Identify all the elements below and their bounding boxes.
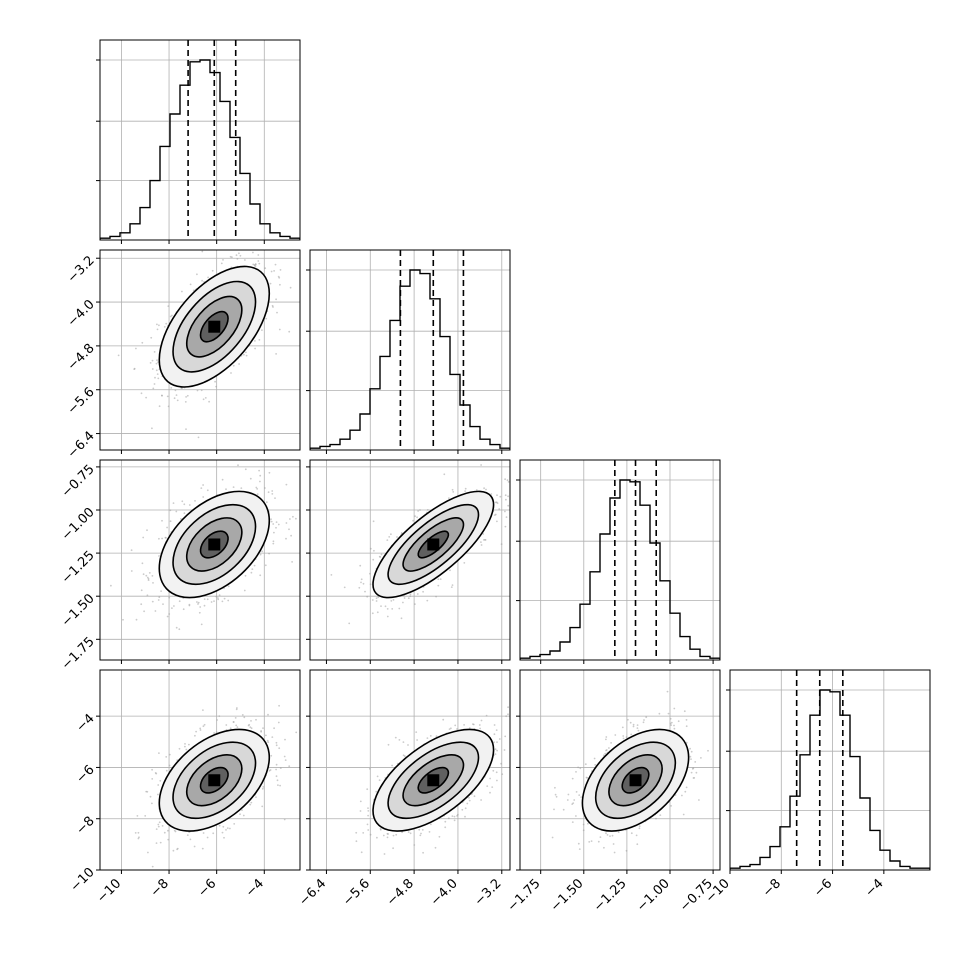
- contour-line: [199, 310, 229, 343]
- x-tick-label: −6: [811, 876, 835, 900]
- x-tick-label: −4: [863, 876, 887, 900]
- panel-3-1: −6.4 −5.6 −4.8 −4.0 −3.2: [296, 669, 511, 909]
- contour-line: [372, 728, 495, 832]
- panel-3-0: −10 −8 −6 −4 −10 −8 −6 −4: [68, 669, 301, 906]
- contour-line: [158, 490, 271, 599]
- panel-2-0: −1.75 −1.50 −1.25 −1.00 −0.75: [59, 459, 301, 673]
- density-peak: [208, 774, 221, 787]
- density-peak: [208, 538, 221, 551]
- histogram-step: [520, 479, 720, 660]
- y-tick-label: −8: [73, 814, 97, 838]
- x-tick-label: −6: [195, 876, 219, 900]
- contour-line: [185, 295, 243, 358]
- contour-line: [417, 530, 450, 559]
- panel-3-3: −10 −8 −6 −4: [703, 669, 931, 906]
- y-tick-label: −5.6: [65, 385, 98, 418]
- density-peak: [208, 320, 221, 333]
- contour-line: [172, 503, 257, 586]
- panel-frame: [99, 39, 301, 241]
- contour-line: [158, 728, 271, 832]
- contour-line: [581, 728, 690, 832]
- contour-line: [417, 766, 450, 794]
- x-tick-label: −1.75: [505, 876, 544, 915]
- x-tick-label: −1.50: [548, 876, 587, 915]
- contour-line: [402, 517, 465, 572]
- contour-line: [199, 766, 229, 794]
- density-peak: [629, 774, 642, 787]
- y-tick-label: −1.50: [59, 591, 98, 630]
- panel-frame: [519, 459, 721, 661]
- histogram-step: [100, 59, 300, 240]
- panel-frame: [309, 249, 511, 451]
- panel-1-0: −6.4 −5.6 −4.8 −4.0 −3.2: [65, 249, 301, 462]
- panel-2-1: [306, 459, 511, 664]
- y-tick-label: −4.0: [65, 297, 98, 330]
- x-tick-label: −5.6: [340, 876, 373, 909]
- panel-1-1: [306, 249, 511, 454]
- panel-frame: [729, 669, 931, 871]
- contour-line: [185, 517, 243, 572]
- y-tick-label: −6.4: [65, 429, 98, 462]
- panel-2-2: [516, 459, 721, 664]
- contour-line: [185, 754, 243, 807]
- x-tick-label: −1.00: [634, 876, 673, 915]
- y-tick-label: −10: [68, 865, 98, 895]
- contour-line: [402, 754, 465, 807]
- contour-line: [372, 490, 495, 599]
- panel-frame: [309, 669, 511, 871]
- contour-line: [387, 741, 480, 820]
- contour-line: [172, 741, 257, 820]
- contour-line: [387, 503, 480, 586]
- x-tick-label: −4.0: [428, 876, 461, 909]
- panel-frame: [99, 249, 301, 451]
- panel-0-0: [96, 39, 301, 244]
- y-tick-label: −6: [73, 762, 97, 786]
- panel-frame: [99, 669, 301, 871]
- y-tick-label: −3.2: [65, 253, 98, 286]
- contour-line: [199, 530, 229, 559]
- y-tick-label: −1.00: [59, 505, 98, 544]
- contour-line: [594, 741, 677, 820]
- histogram-step: [310, 269, 510, 450]
- panel-frame: [309, 459, 511, 661]
- contour-line: [608, 754, 663, 807]
- panel-3-2: −1.75 −1.50 −1.25 −1.00 −0.75: [505, 669, 721, 915]
- contour-line: [621, 766, 650, 794]
- density-peak: [427, 774, 440, 787]
- contour-line: [172, 280, 257, 373]
- panel-frame: [519, 669, 721, 871]
- density-peak: [427, 538, 440, 551]
- panel-frame: [99, 459, 301, 661]
- x-tick-label: −1.25: [591, 876, 630, 915]
- x-tick-label: −8: [760, 876, 784, 900]
- x-tick-label: −10: [94, 876, 124, 906]
- y-tick-label: −1.25: [59, 548, 98, 587]
- x-tick-label: −6.4: [296, 876, 329, 909]
- y-tick-label: −4: [73, 711, 97, 735]
- x-tick-label: −4: [243, 876, 267, 900]
- y-tick-label: −1.75: [59, 634, 98, 673]
- x-tick-label: −8: [148, 876, 172, 900]
- contour-line: [158, 265, 271, 388]
- y-tick-label: −4.8: [65, 341, 98, 374]
- x-tick-label: −4.8: [384, 876, 417, 909]
- x-tick-label: −3.2: [472, 876, 505, 909]
- y-tick-label: −0.75: [59, 462, 98, 501]
- histogram-step: [730, 689, 930, 870]
